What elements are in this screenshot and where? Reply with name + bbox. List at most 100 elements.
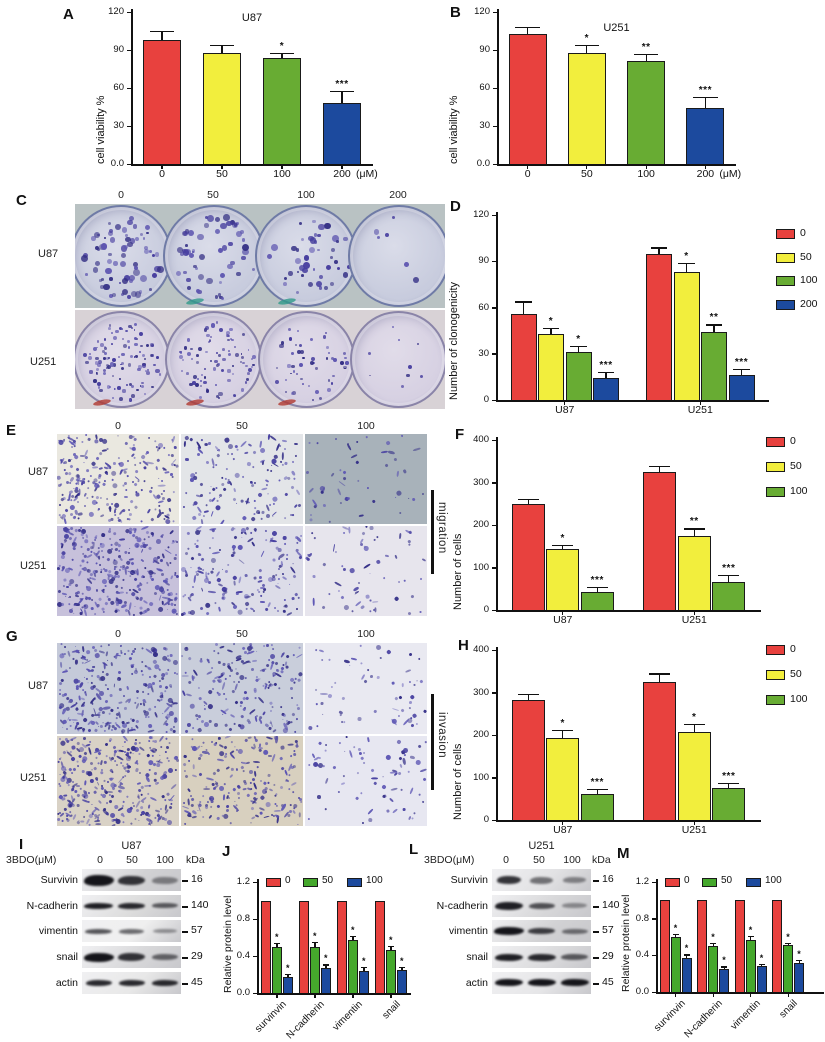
legend-swatch bbox=[766, 487, 785, 497]
cell-dot bbox=[293, 442, 298, 446]
cell-dot bbox=[290, 513, 293, 516]
cell-dot bbox=[142, 543, 147, 548]
cell-dot bbox=[251, 777, 256, 782]
colony-dot bbox=[218, 392, 223, 397]
cell-dot bbox=[156, 538, 161, 544]
colony-dot bbox=[314, 389, 319, 394]
colony-dot bbox=[327, 379, 331, 382]
cell-dot bbox=[222, 692, 225, 696]
colony-dot bbox=[298, 362, 303, 367]
cell-dot bbox=[223, 745, 228, 751]
colony-dot bbox=[241, 255, 246, 260]
cell-dot bbox=[165, 731, 168, 734]
bar bbox=[337, 900, 347, 993]
bar bbox=[508, 33, 547, 164]
colony-dot bbox=[143, 248, 150, 255]
bar bbox=[593, 378, 619, 400]
cell-dot bbox=[282, 572, 285, 575]
cell-dot bbox=[250, 668, 255, 672]
cell-dot bbox=[212, 687, 215, 691]
cell-dot bbox=[205, 777, 214, 782]
cell-dot bbox=[85, 468, 90, 472]
cell-dot bbox=[134, 542, 141, 549]
cell-dot bbox=[160, 745, 163, 748]
colony-dot bbox=[222, 358, 226, 362]
cell-dot bbox=[199, 753, 204, 757]
bar bbox=[359, 970, 369, 993]
colony-dot bbox=[324, 286, 329, 291]
bar bbox=[272, 946, 282, 993]
colony-dot bbox=[128, 278, 133, 283]
cell-dot bbox=[253, 770, 258, 778]
error-bar-cap bbox=[785, 942, 792, 944]
error-bar-cap bbox=[633, 53, 659, 55]
cell-dot bbox=[367, 737, 370, 743]
cell-dot bbox=[342, 603, 350, 611]
error-bar-cap bbox=[552, 729, 574, 732]
cell-dot bbox=[342, 470, 348, 475]
cell-dot bbox=[57, 818, 61, 822]
cell-dot bbox=[340, 564, 344, 568]
cell-dot bbox=[158, 755, 161, 758]
cell-dot bbox=[100, 532, 106, 538]
cell-dot bbox=[225, 467, 228, 470]
cell-dot bbox=[253, 506, 257, 510]
x-axis-unit: (μM) bbox=[719, 168, 742, 180]
y-tick bbox=[491, 353, 496, 355]
cell-dot bbox=[217, 737, 221, 741]
error-bar bbox=[713, 324, 715, 333]
cell-dot bbox=[164, 517, 172, 524]
cell-dot bbox=[372, 600, 379, 603]
cell-dot bbox=[284, 462, 288, 465]
cell-dot bbox=[265, 607, 270, 612]
colony-dot bbox=[309, 236, 317, 244]
cell-dot bbox=[348, 526, 351, 534]
cell-dot bbox=[294, 592, 298, 597]
cell-dot bbox=[244, 601, 251, 607]
cell-dot bbox=[138, 753, 141, 756]
cell-dot bbox=[208, 546, 211, 549]
cell-dot bbox=[388, 450, 396, 455]
cell-dot bbox=[213, 723, 218, 728]
cell-dot bbox=[141, 674, 144, 677]
cell-dot bbox=[216, 768, 221, 773]
cell-dot bbox=[166, 654, 170, 658]
colony-dot bbox=[121, 337, 124, 340]
cell-dot bbox=[133, 817, 137, 821]
colony-dot bbox=[107, 364, 112, 369]
colony-dot bbox=[336, 240, 339, 243]
cell-dot bbox=[149, 769, 152, 772]
cell-dot bbox=[232, 548, 235, 551]
cell-dot bbox=[229, 752, 236, 759]
y-tick bbox=[492, 163, 497, 165]
cell-dot bbox=[341, 696, 346, 701]
cell-dot bbox=[184, 440, 187, 447]
cell-dot bbox=[150, 531, 154, 535]
cell-dot bbox=[294, 489, 300, 496]
significance-stars: * bbox=[684, 250, 689, 262]
cell-dot bbox=[64, 653, 67, 656]
cell-dot bbox=[297, 596, 301, 600]
y-tick bbox=[651, 881, 656, 883]
cell-dot bbox=[385, 439, 391, 446]
colony-dot bbox=[192, 381, 196, 385]
cell-dot bbox=[101, 449, 107, 453]
colony-dot bbox=[97, 247, 101, 252]
colony-dot bbox=[145, 370, 150, 375]
cell-dot bbox=[412, 713, 418, 719]
cell-dot bbox=[374, 607, 377, 613]
cell-dot bbox=[281, 463, 284, 466]
cell-dot bbox=[308, 441, 311, 444]
panel-letter-e: E bbox=[6, 422, 17, 439]
colony-dot bbox=[183, 270, 187, 275]
cell-dot bbox=[264, 538, 268, 542]
cell-dot bbox=[57, 761, 60, 764]
x-axis-unit: (μM) bbox=[356, 168, 378, 180]
significance-stars: * bbox=[692, 711, 697, 723]
cell-dot bbox=[159, 808, 163, 811]
cell-dot bbox=[63, 646, 67, 649]
cell-dot bbox=[140, 793, 144, 796]
colony-dot bbox=[141, 364, 146, 369]
bar bbox=[670, 937, 681, 992]
y-axis-line bbox=[496, 437, 498, 611]
